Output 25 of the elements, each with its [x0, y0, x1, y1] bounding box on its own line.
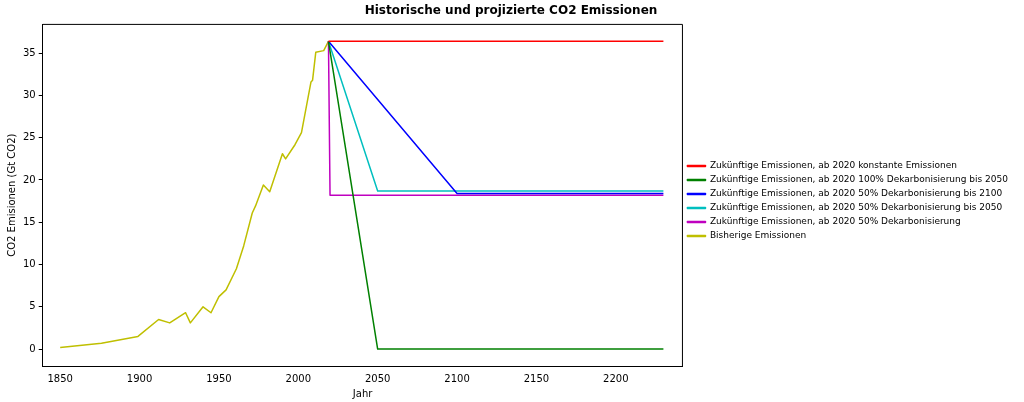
y-tick-label: 35 [22, 46, 36, 58]
y-tick-label: 0 [29, 342, 36, 354]
x-tick-label: 2150 [523, 372, 550, 384]
x-tick-label: 2000 [285, 372, 312, 384]
legend-label: Zukünftige Emissionen, ab 2020 100% Dekarbonisierung bis 2050 [709, 174, 1009, 185]
y-tick-label: 30 [22, 89, 36, 101]
x-tick-label: 2050 [364, 372, 391, 384]
legend-label: Zukünftige Emissionen, ab 2020 50% Dekarbonisierung bis 2100 [709, 188, 1003, 199]
x-tick-label: 1950 [206, 372, 232, 384]
legend-label: Bisherige Emissionen [709, 230, 807, 241]
legend-label: Zukünftige Emissionen, ab 2020 50% Dekarbonisierung bis 2050 [709, 202, 1003, 213]
x-tick-label: 2100 [444, 372, 470, 384]
x-tick-label: 2200 [603, 372, 629, 384]
y-tick-label: 15 [22, 215, 36, 227]
legend-label: Zukünftige Emissionen, ab 2020 50% Dekarbonisierung [709, 216, 961, 227]
y-tick-label: 5 [29, 300, 36, 312]
y-tick-label: 10 [22, 258, 36, 270]
x-tick-label: 1900 [126, 372, 153, 384]
chart-title: Historische und projizierte CO2 Emissionen [364, 3, 658, 18]
y-tick-label: 25 [22, 131, 36, 143]
x-tick-label: 1850 [47, 372, 73, 384]
x-axis-title: Jahr [351, 387, 374, 399]
y-axis-title: CO2 Emisionen (Gt CO2) [5, 133, 17, 257]
y-tick-label: 20 [22, 173, 36, 185]
legend-label: Zukünftige Emissionen, ab 2020 konstante Emissionen [709, 160, 957, 171]
